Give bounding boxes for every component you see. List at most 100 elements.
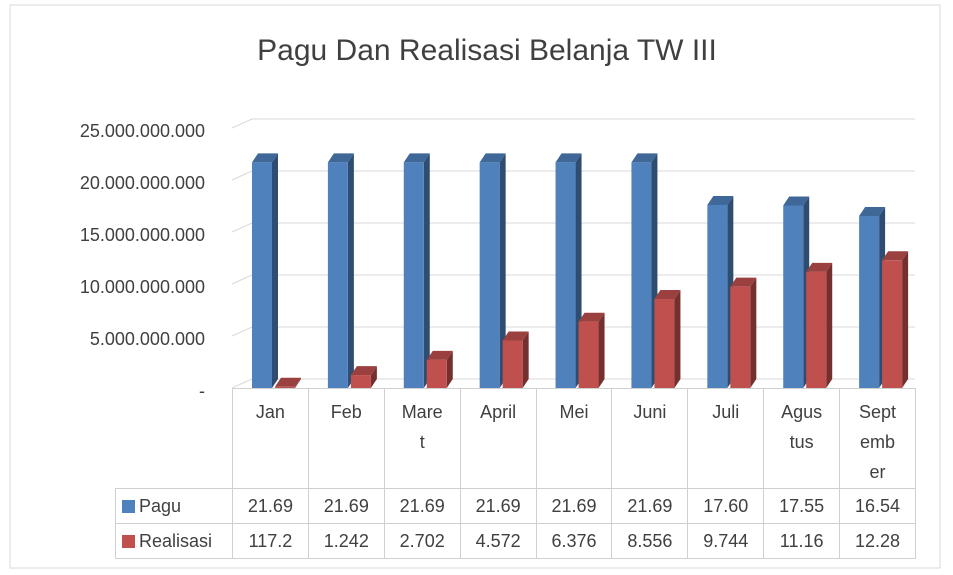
bar-top (327, 153, 354, 163)
bar-top (502, 331, 529, 341)
bar-top (882, 251, 909, 261)
bar-side (674, 290, 681, 388)
bar-side (295, 377, 301, 388)
legend-label: Pagu (139, 495, 182, 516)
data-table-value: 6.376 (535, 523, 613, 559)
bar (275, 386, 295, 388)
x-tick-label: Maret (401, 402, 443, 452)
bar-side (826, 262, 833, 388)
x-tick-label-cell: Juli (687, 388, 765, 489)
data-table-value: 21.69 (232, 488, 309, 524)
data-table-value: 21.69 (383, 488, 461, 524)
bar-top (426, 350, 453, 360)
x-tick-label: September (859, 402, 897, 482)
x-tick-label-cell: Feb (307, 388, 385, 489)
y-tick-label: - (199, 381, 205, 401)
bar-top (403, 153, 430, 163)
data-table-value: 21.69 (611, 488, 689, 524)
data-table-value: 17.60 (687, 488, 765, 524)
data-table-value: 21.69 (535, 488, 613, 524)
data-table-value: 117.2 (232, 523, 309, 559)
bar-top (555, 153, 582, 163)
bar (426, 359, 447, 388)
legend-item: Realisasi (115, 523, 233, 559)
bar (859, 215, 880, 388)
y-tick-label: 5.000.000.000 (90, 329, 205, 349)
x-tick-label: Juli (712, 402, 740, 422)
bar (882, 260, 903, 388)
bar-side (423, 153, 430, 388)
x-tick-label-cell: Mei (535, 388, 613, 489)
bar (730, 286, 751, 388)
bar (327, 162, 348, 388)
data-table-value: 21.69 (459, 488, 537, 524)
grid-line (231, 118, 915, 129)
bar (631, 162, 652, 388)
data-table-value: 9.744 (687, 523, 765, 559)
bar-side (598, 312, 605, 388)
bar-top (252, 153, 278, 163)
data-table-value: 11.16 (763, 523, 841, 559)
legend-label: Realisasi (139, 530, 213, 551)
bar-top (783, 196, 810, 206)
y-tick-label: 15.000.000.000 (80, 225, 205, 245)
data-table-value: 8.556 (611, 523, 689, 559)
chart-title: Pagu Dan Realisasi Belanja TW III (257, 34, 717, 67)
bar (654, 299, 675, 388)
legend-item: Pagu (115, 488, 233, 524)
y-tick-label: 20.000.000.000 (80, 173, 205, 193)
x-tick-label-cell: Jan (232, 388, 309, 489)
x-tick-label-cell: Agustus (763, 388, 841, 489)
bar-top (707, 195, 734, 205)
bar-top (350, 366, 377, 376)
bar-top (654, 290, 681, 300)
bar-side (522, 331, 529, 388)
bar-top (806, 262, 833, 272)
bar-side (446, 350, 453, 388)
x-tick-label: Feb (330, 402, 362, 422)
data-table-value: 4.572 (459, 523, 537, 559)
data-table-value: 17.55 (763, 488, 841, 524)
bar-side (750, 277, 757, 388)
bar-side (499, 153, 506, 388)
legend-swatch (122, 499, 135, 513)
legend-swatch (122, 534, 135, 548)
y-tick-label: 25.000.000.000 (80, 121, 205, 141)
bar-top (730, 277, 757, 287)
data-table-value: 1.242 (307, 523, 385, 559)
data-table-value: 2.702 (383, 523, 461, 559)
bar (403, 162, 424, 388)
bar (502, 340, 523, 388)
bar-side (370, 366, 377, 388)
bar-side (272, 153, 278, 388)
x-tick-label-cell: April (459, 388, 537, 489)
bar (350, 375, 371, 388)
bar (783, 205, 804, 388)
bar-top (578, 312, 605, 322)
x-tick-label-cell: Juni (611, 388, 689, 489)
data-table-value: 12.28 (839, 523, 916, 559)
bar-top (631, 153, 658, 163)
bar (252, 162, 272, 388)
x-tick-label: Juni (633, 402, 667, 422)
bar-top (859, 206, 886, 216)
bar-side (347, 153, 354, 388)
data-table-value: 16.54 (839, 488, 916, 524)
bar (578, 321, 599, 388)
bar-top (479, 153, 506, 163)
bar (707, 204, 728, 388)
x-tick-label: Jan (255, 402, 285, 422)
bar (479, 162, 500, 388)
bar-side (902, 251, 909, 388)
bar-top (275, 377, 301, 387)
x-tick-label-cell: September (839, 388, 916, 489)
x-tick-label: Agustus (781, 402, 823, 452)
bar (555, 162, 576, 388)
y-tick-label: 10.000.000.000 (80, 277, 205, 297)
data-table-value: 21.69 (307, 488, 385, 524)
bar (806, 271, 827, 388)
x-tick-label: April (480, 402, 517, 422)
x-tick-label: Mei (559, 402, 589, 422)
